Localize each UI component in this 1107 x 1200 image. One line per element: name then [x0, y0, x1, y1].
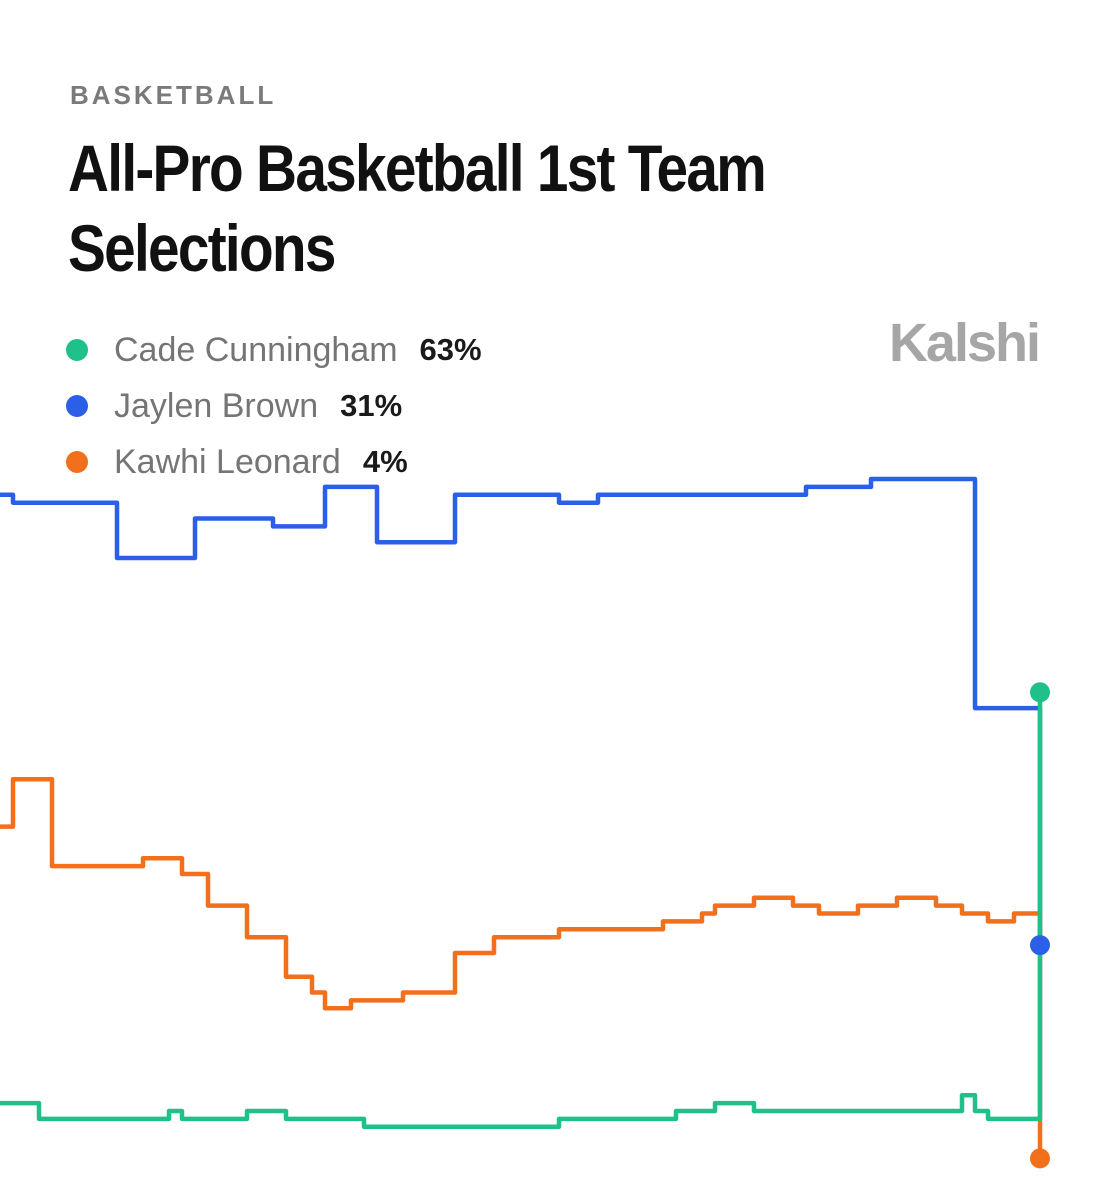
legend-name: Kawhi Leonard: [114, 442, 341, 481]
series-endpoint-kawhi-leonard: [1030, 1148, 1050, 1169]
series-endpoint-jaylen-brown: [1030, 935, 1050, 956]
series-line-jaylen-brown: [0, 476, 1043, 948]
series-line-kawhi-leonard: [0, 776, 1043, 1161]
series-line-cade-cunningham: [0, 690, 1043, 1130]
legend-dot-kawhi-leonard: [66, 451, 88, 473]
legend-name: Jaylen Brown: [114, 386, 319, 425]
kalshi-logo: Kalshi: [888, 313, 1041, 373]
category-label: BASKETBALL: [70, 80, 277, 110]
legend-item-cade-cunningham: Cade Cunningham 63%: [66, 322, 482, 378]
legend: Cade Cunningham 63% Jaylen Brown 31% Kaw…: [66, 322, 482, 490]
legend-item-jaylen-brown: Jaylen Brown 31%: [66, 378, 482, 434]
legend-value: 31%: [340, 388, 403, 423]
series-endpoint-cade-cunningham: [1030, 682, 1050, 703]
chart-title: All-Pro Basketball 1st Team Selections: [68, 131, 767, 285]
legend-value: 63%: [419, 332, 482, 367]
legend-name: Cade Cunningham: [114, 330, 398, 369]
legend-value: 4%: [362, 444, 408, 479]
legend-item-kawhi-leonard: Kawhi Leonard 4%: [66, 434, 482, 490]
legend-dot-jaylen-brown: [66, 395, 88, 417]
legend-dot-cade-cunningham: [66, 339, 88, 361]
